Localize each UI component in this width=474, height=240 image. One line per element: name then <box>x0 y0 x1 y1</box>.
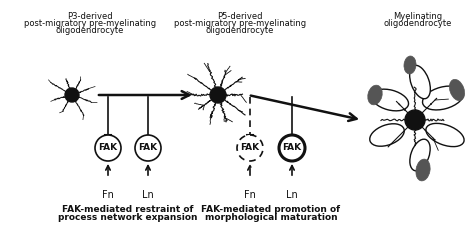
Text: P5-derived: P5-derived <box>217 12 263 21</box>
Circle shape <box>237 135 263 161</box>
Text: Ln: Ln <box>142 190 154 200</box>
Text: oligodendrocyte: oligodendrocyte <box>206 26 274 35</box>
Text: FAK-mediated promotion of: FAK-mediated promotion of <box>201 205 340 214</box>
Ellipse shape <box>422 86 464 110</box>
Text: FAK: FAK <box>240 144 260 152</box>
Ellipse shape <box>368 85 382 105</box>
Text: post-migratory pre-myelinating: post-migratory pre-myelinating <box>24 19 156 28</box>
Circle shape <box>95 135 121 161</box>
Ellipse shape <box>426 123 464 147</box>
Text: oligodendrocyte: oligodendrocyte <box>384 19 452 28</box>
Text: Fn: Fn <box>102 190 114 200</box>
Ellipse shape <box>410 139 430 171</box>
Text: FAK: FAK <box>99 144 118 152</box>
Circle shape <box>65 88 79 102</box>
Text: P3-derived: P3-derived <box>67 12 113 21</box>
Circle shape <box>405 110 425 130</box>
Ellipse shape <box>410 65 430 99</box>
Circle shape <box>279 135 305 161</box>
Ellipse shape <box>416 159 430 181</box>
Text: FAK-mediated restraint of: FAK-mediated restraint of <box>62 205 194 214</box>
Ellipse shape <box>449 79 465 101</box>
Ellipse shape <box>370 124 404 146</box>
Text: post-migratory pre-myelinating: post-migratory pre-myelinating <box>174 19 306 28</box>
Ellipse shape <box>404 56 416 74</box>
Text: oligodendrocyte: oligodendrocyte <box>56 26 124 35</box>
Text: Ln: Ln <box>286 190 298 200</box>
Text: process network expansion: process network expansion <box>58 213 198 222</box>
Text: Fn: Fn <box>244 190 256 200</box>
Text: morphological maturation: morphological maturation <box>205 213 337 222</box>
Text: FAK: FAK <box>138 144 157 152</box>
Ellipse shape <box>372 89 409 111</box>
Text: Myelinating: Myelinating <box>393 12 443 21</box>
Text: FAK: FAK <box>283 144 301 152</box>
Circle shape <box>210 87 226 103</box>
Circle shape <box>135 135 161 161</box>
